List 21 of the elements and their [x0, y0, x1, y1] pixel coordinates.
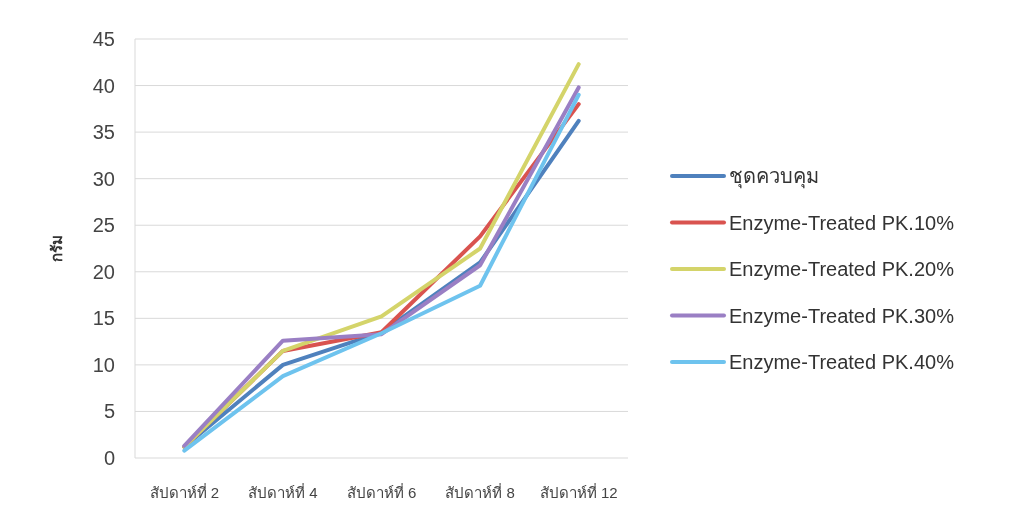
legend-label: Enzyme-Treated PK.40%: [729, 351, 955, 373]
y-tick-label: 0: [103, 447, 115, 469]
y-tick-label: 5: [103, 400, 115, 423]
x-tick-label: สัปดาห์ที่ 2: [149, 482, 220, 501]
y-axis-title: กรัม: [48, 235, 65, 262]
x-tick-label: สัปดาห์ที่ 12: [539, 482, 618, 501]
y-tick-label: 20: [92, 260, 115, 283]
y-tick-label: 35: [92, 121, 115, 144]
y-tick-label: 30: [92, 167, 115, 190]
y-tick-label: 40: [92, 74, 115, 97]
legend-label: Enzyme-Treated PK.30%: [729, 304, 955, 327]
legend-label: Enzyme-Treated PK.20%: [729, 258, 955, 280]
x-tick-label: สัปดาห์ที่ 4: [248, 482, 318, 501]
legend-label: ชุดควบคุม: [729, 165, 819, 189]
x-tick-label: สัปดาห์ที่ 8: [445, 482, 515, 501]
y-tick-label: 15: [92, 307, 115, 330]
y-tick-label: 10: [92, 353, 115, 376]
y-tick-label: 25: [92, 214, 115, 237]
x-tick-label: สัปดาห์ที่ 6: [346, 482, 417, 501]
y-tick-label: 45: [92, 28, 115, 50]
legend-label: Enzyme-Treated PK.10%: [729, 211, 955, 234]
